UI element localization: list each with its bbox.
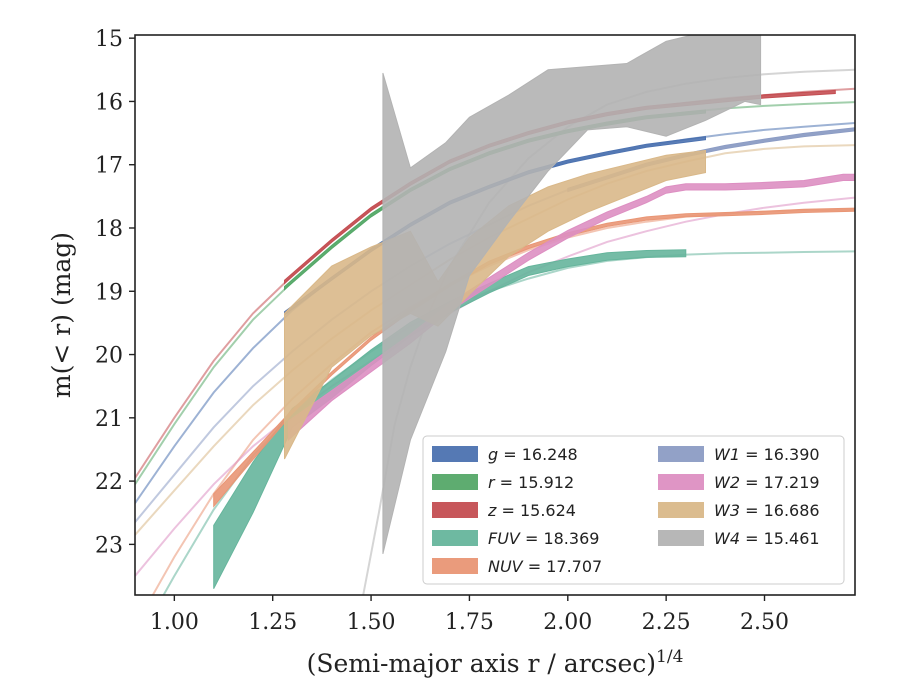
- y-tick-label: 17: [95, 154, 123, 179]
- x-axis-title: (Semi-major axis r / arcsec)1/4: [307, 647, 684, 678]
- legend-swatch-w3: [658, 502, 704, 518]
- y-axis: 15 16 17 18 19 20 21 22 23: [95, 27, 135, 558]
- data-band-w4: [382, 35, 762, 555]
- y-tick-label: 23: [95, 533, 123, 558]
- y-tick-label: 20: [95, 344, 123, 369]
- y-tick-label: 18: [95, 217, 123, 242]
- x-tick-label: 1.25: [248, 610, 297, 635]
- legend-swatch-w4: [658, 530, 704, 546]
- data-band-w2: [287, 173, 855, 442]
- y-axis-title: m(< r) (mag): [47, 232, 76, 398]
- y-tick-label: 19: [95, 280, 123, 305]
- legend-label-fuv: FUV = 18.369: [488, 529, 599, 548]
- legend: g = 16.248 r = 15.912 z = 15.624 FUV = 18.3…: [422, 435, 845, 585]
- y-tick-label: 15: [95, 27, 123, 52]
- legend-swatch-fuv: [432, 530, 478, 546]
- legend-label-g: g = 16.248: [488, 445, 578, 464]
- x-axis: 1.00 1.25 1.50 1.75 2.00 2.25 2.50: [150, 595, 789, 635]
- x-tick-label: 1.75: [445, 610, 494, 635]
- x-tick-label: 2.25: [642, 610, 691, 635]
- legend-box: [422, 435, 845, 585]
- x-tick-label: 2.50: [740, 610, 789, 635]
- legend-label-r: r = 15.912: [488, 473, 574, 492]
- legend-label-w1: W1 = 16.390: [714, 445, 820, 464]
- legend-label-nuv: NUV = 17.707: [488, 557, 602, 576]
- legend-swatch-w2: [658, 474, 704, 490]
- legend-label-w4: W4 = 15.461: [714, 529, 820, 548]
- legend-swatch-r: [432, 474, 478, 490]
- x-tick-label: 2.00: [543, 610, 592, 635]
- legend-swatch-g: [432, 446, 478, 462]
- legend-label-w2: W2 = 17.219: [714, 473, 820, 492]
- y-tick-label: 22: [95, 470, 123, 495]
- legend-swatch-w1: [658, 446, 704, 462]
- y-tick-label: 21: [95, 407, 123, 432]
- legend-label-w3: W3 = 16.686: [714, 501, 820, 520]
- x-tick-label: 1.50: [347, 610, 396, 635]
- legend-label-z: z = 15.624: [487, 501, 576, 520]
- y-tick-label: 16: [95, 90, 123, 115]
- legend-swatch-nuv: [432, 558, 478, 574]
- plot-frame: [134, 34, 856, 596]
- data-bands: [213, 35, 855, 589]
- legend-swatch-z: [432, 502, 478, 518]
- x-tick-label: 1.00: [150, 610, 199, 635]
